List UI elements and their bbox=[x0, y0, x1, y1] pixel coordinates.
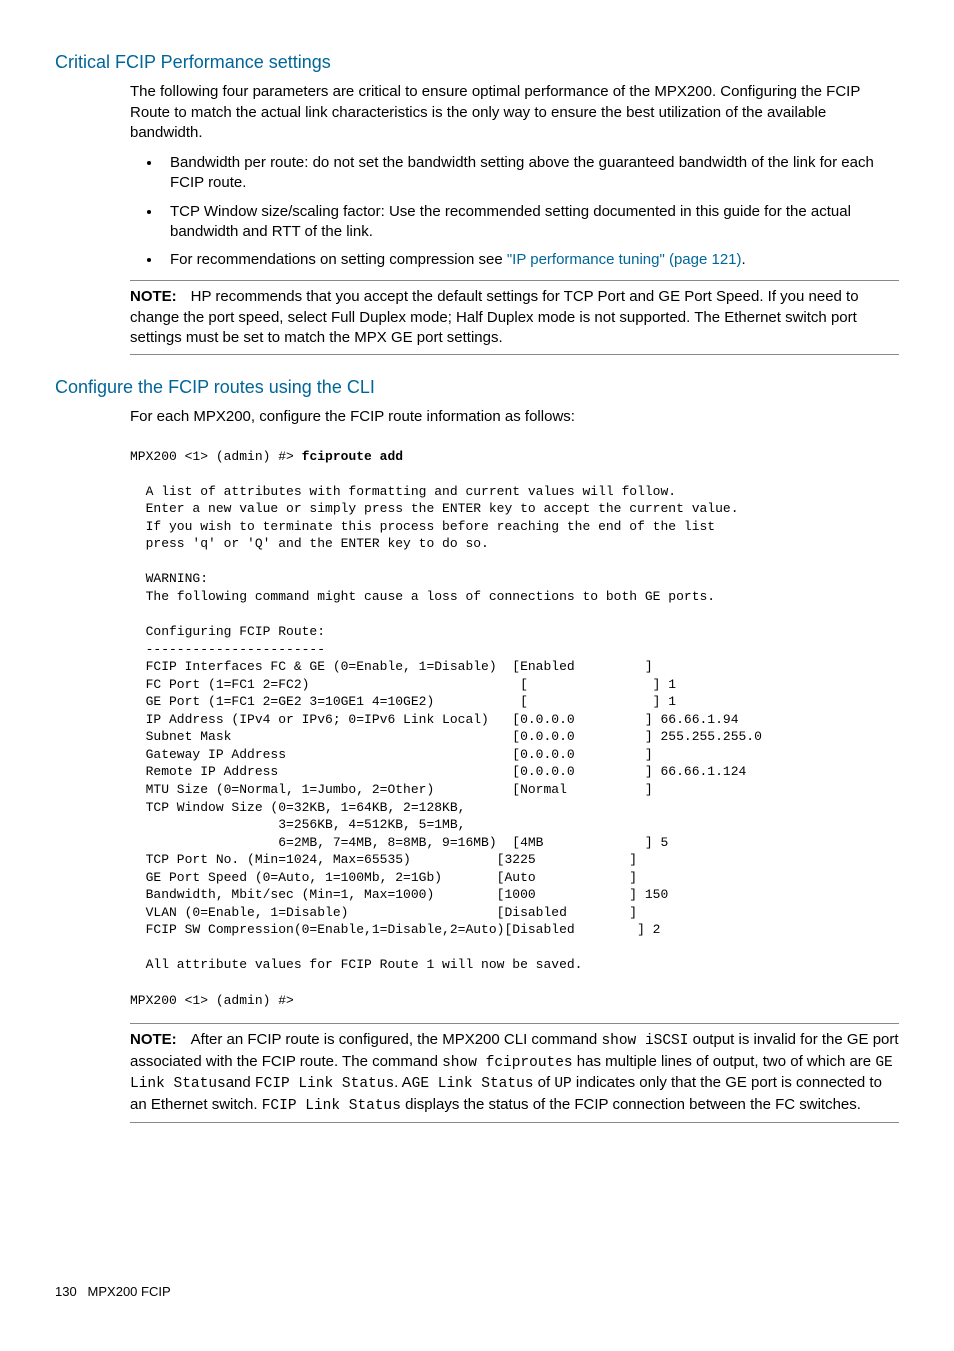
cli-prompt: MPX200 <1> (admin) #> bbox=[130, 449, 302, 464]
n2i: . A bbox=[394, 1074, 412, 1091]
note-label: NOTE: bbox=[130, 1031, 177, 1048]
n2o: displays the status of the FCIP connecti… bbox=[401, 1096, 861, 1113]
code-fcip-link-status-2: FCIP Link Status bbox=[262, 1098, 401, 1114]
n2e: has multiple lines of output, two of whi… bbox=[573, 1053, 876, 1070]
n2a: After an FCIP route is configured, the M… bbox=[191, 1031, 602, 1048]
section1-body: The following four parameters are critic… bbox=[55, 82, 899, 355]
section-heading-critical-fcip: Critical FCIP Performance settings bbox=[55, 50, 899, 74]
bullet-item: TCP Window size/scaling factor: Use the … bbox=[162, 202, 899, 243]
page-number: 130 bbox=[55, 1284, 77, 1299]
note-text: HP recommends that you accept the defaul… bbox=[130, 288, 859, 346]
bullet3-text-b: . bbox=[742, 251, 746, 268]
n2g: and bbox=[226, 1074, 255, 1091]
code-fcip-link-status: FCIP Link Status bbox=[255, 1076, 394, 1092]
n2k: of bbox=[534, 1074, 555, 1091]
code-show-fciproutes: show fciproutes bbox=[442, 1055, 573, 1071]
page-footer: 130 MPX200 FCIP bbox=[55, 1283, 899, 1301]
note-block: NOTE: After an FCIP route is configured, … bbox=[130, 1023, 899, 1123]
section-heading-configure-fcip: Configure the FCIP routes using the CLI bbox=[55, 375, 899, 399]
cli-command: fciproute add bbox=[302, 449, 403, 464]
bullet-item: Bandwidth per route: do not set the band… bbox=[162, 153, 899, 194]
section2-body: For each MPX200, configure the FCIP rout… bbox=[55, 407, 899, 1123]
bullet3-text-a: For recommendations on setting compressi… bbox=[170, 251, 507, 268]
note-block: NOTE:HP recommends that you accept the d… bbox=[130, 280, 899, 355]
section1-intro: The following four parameters are critic… bbox=[130, 82, 899, 143]
footer-title: MPX200 FCIP bbox=[88, 1284, 171, 1299]
cli-code-block: MPX200 <1> (admin) #> fciproute add A li… bbox=[130, 448, 899, 1010]
ip-performance-tuning-link[interactable]: "IP performance tuning" (page 121) bbox=[507, 251, 742, 268]
code-ge-link-status-2: GE Link Status bbox=[412, 1076, 534, 1092]
note-label: NOTE: bbox=[130, 288, 177, 305]
code-show-iscsi: show iSCSI bbox=[601, 1033, 688, 1049]
section2-intro: For each MPX200, configure the FCIP rout… bbox=[130, 407, 899, 427]
bullet-list: Bandwidth per route: do not set the band… bbox=[130, 153, 899, 270]
bullet-item: For recommendations on setting compressi… bbox=[162, 250, 899, 270]
code-up: UP bbox=[554, 1076, 571, 1092]
cli-output: A list of attributes with formatting and… bbox=[130, 484, 762, 1008]
